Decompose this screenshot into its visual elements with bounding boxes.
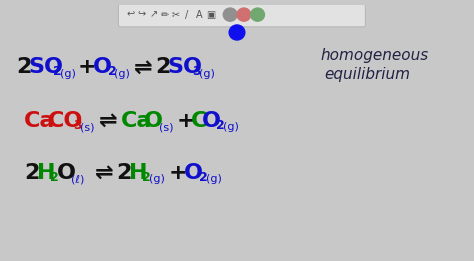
Text: ⇌: ⇌ — [134, 57, 153, 77]
Text: O: O — [93, 57, 112, 77]
Text: CO: CO — [48, 111, 83, 131]
Circle shape — [251, 8, 264, 21]
Text: 2: 2 — [17, 57, 32, 77]
Text: H: H — [37, 163, 55, 182]
Text: ▣: ▣ — [206, 10, 215, 20]
Text: C: C — [191, 111, 207, 131]
Text: 2: 2 — [108, 66, 117, 79]
Text: ↪: ↪ — [138, 10, 146, 20]
Text: equilibrium: equilibrium — [324, 67, 410, 82]
Circle shape — [237, 8, 251, 21]
Text: 2: 2 — [24, 163, 40, 182]
Text: H: H — [129, 163, 148, 182]
Text: Ca: Ca — [24, 111, 56, 131]
Text: (g): (g) — [115, 69, 130, 79]
Text: (g): (g) — [149, 174, 164, 184]
Text: ⇌: ⇌ — [99, 111, 118, 131]
Bar — [5, 239, 469, 251]
Text: 2: 2 — [53, 66, 62, 79]
FancyBboxPatch shape — [118, 2, 365, 27]
Text: +: + — [77, 57, 96, 77]
Text: SO: SO — [28, 57, 63, 77]
Text: (s): (s) — [80, 122, 95, 132]
Text: (g): (g) — [223, 122, 239, 132]
Text: 2: 2 — [217, 119, 225, 132]
Text: (g): (g) — [199, 69, 215, 79]
Text: Ca: Ca — [120, 111, 152, 131]
Text: SO: SO — [167, 57, 202, 77]
Text: 2: 2 — [50, 171, 59, 184]
Text: (g): (g) — [206, 174, 221, 184]
Text: 2: 2 — [142, 171, 151, 184]
Text: ↩: ↩ — [126, 10, 134, 20]
Text: homogeneous: homogeneous — [320, 49, 428, 63]
Text: O: O — [144, 111, 163, 131]
Text: /: / — [185, 10, 189, 20]
Text: 3: 3 — [73, 119, 82, 132]
Text: 2: 2 — [155, 57, 171, 77]
Text: ✏: ✏ — [160, 10, 169, 20]
Text: O: O — [184, 163, 203, 182]
Text: ✂: ✂ — [171, 10, 179, 20]
Text: (ℓ): (ℓ) — [72, 174, 85, 184]
Circle shape — [229, 25, 245, 40]
Text: 3: 3 — [192, 66, 201, 79]
Text: A: A — [195, 10, 202, 20]
Text: 2: 2 — [199, 171, 208, 184]
Text: ↗: ↗ — [150, 10, 158, 20]
Circle shape — [223, 8, 237, 21]
Text: O: O — [57, 163, 76, 182]
Text: +: + — [176, 111, 195, 131]
Text: (g): (g) — [60, 69, 75, 79]
Text: (s): (s) — [159, 122, 173, 132]
Text: +: + — [168, 163, 187, 182]
Text: O: O — [202, 111, 221, 131]
Text: 2: 2 — [117, 163, 132, 182]
Text: ⇌: ⇌ — [95, 163, 114, 182]
